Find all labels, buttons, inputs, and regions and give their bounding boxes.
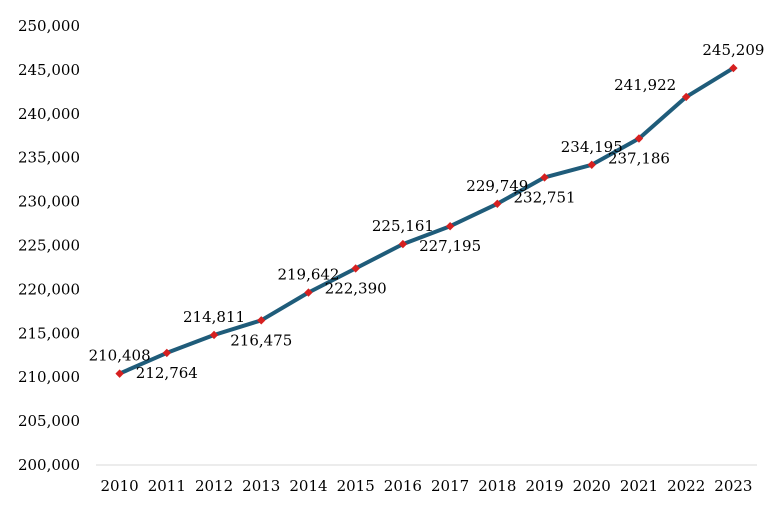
x-tick-label: 2017 (431, 477, 469, 495)
y-axis-ticks: 200,000 205,000 210,000 215,000 220,000 225,0… (18, 17, 80, 474)
data-point-marker (681, 92, 691, 102)
data-point-marker (115, 369, 124, 378)
data-point-marker (540, 173, 549, 182)
series-line (117, 66, 736, 376)
y-tick-label: 230,000 (18, 193, 80, 211)
x-tick-label: 2015 (337, 477, 375, 495)
data-point-marker (351, 264, 360, 273)
y-tick-label: 210,000 (18, 368, 80, 386)
data-label: 214,811 (183, 308, 245, 326)
x-tick-label: 2019 (525, 477, 563, 495)
y-tick-label: 200,000 (18, 456, 80, 474)
data-point-marker (587, 160, 596, 169)
x-tick-label: 2021 (620, 477, 658, 495)
data-point-marker (445, 222, 455, 231)
data-label: 237,186 (608, 150, 670, 168)
data-point-marker (398, 239, 408, 249)
x-tick-label: 2018 (478, 477, 516, 495)
data-label: 225,161 (372, 217, 434, 235)
data-point-marker (493, 199, 502, 209)
data-label: 210,408 (89, 347, 151, 365)
y-tick-label: 240,000 (18, 105, 80, 123)
data-point-marker (209, 330, 219, 340)
x-tick-label: 2010 (101, 477, 139, 495)
data-point-marker (257, 316, 266, 325)
data-point-marker (729, 63, 738, 73)
data-point-marker (634, 134, 644, 143)
y-tick-label: 245,000 (18, 61, 80, 79)
data-label: 234,195 (561, 138, 623, 156)
x-axis-ticks: 2010 2011 2012 2013 2014 2015 2016 2017 2018 2019… (101, 477, 753, 495)
data-markers (115, 63, 738, 378)
x-tick-label: 2023 (714, 477, 752, 495)
x-tick-label: 2022 (667, 477, 705, 495)
y-tick-label: 220,000 (18, 280, 80, 298)
data-label: 222,390 (325, 279, 387, 297)
x-tick-label: 2016 (384, 477, 422, 495)
data-label: 212,764 (136, 364, 198, 382)
data-point-marker (304, 288, 313, 297)
data-label: 232,751 (514, 188, 576, 206)
y-tick-label: 235,000 (18, 149, 80, 167)
data-label: 229,749 (466, 177, 528, 195)
data-label: 216,475 (230, 331, 292, 349)
x-tick-label: 2011 (148, 477, 186, 495)
y-tick-label: 215,000 (18, 324, 80, 342)
y-tick-label: 225,000 (18, 237, 80, 255)
data-point-marker (162, 348, 172, 358)
x-tick-label: 2014 (289, 477, 327, 495)
x-tick-label: 2020 (573, 477, 611, 495)
data-label: 227,195 (419, 237, 481, 255)
x-tick-label: 2013 (242, 477, 280, 495)
data-label: 245,209 (702, 41, 764, 59)
x-tick-label: 2012 (195, 477, 233, 495)
data-label: 241,922 (614, 76, 676, 94)
data-label: 219,642 (277, 266, 339, 284)
y-tick-label: 250,000 (18, 17, 80, 35)
y-tick-label: 205,000 (18, 412, 80, 430)
